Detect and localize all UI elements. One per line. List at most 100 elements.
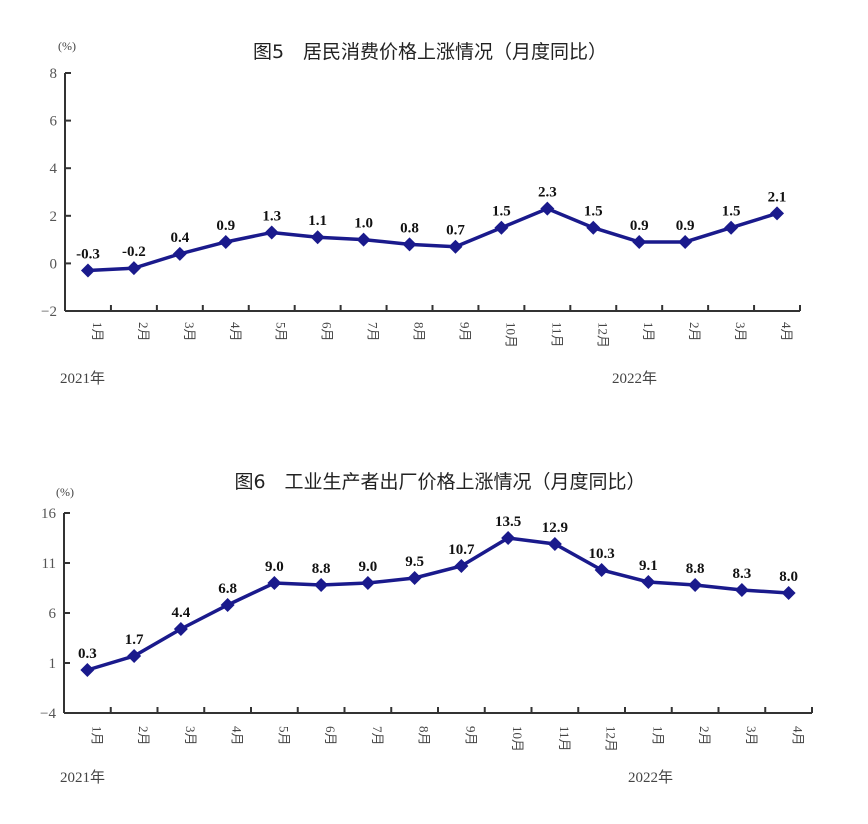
data-label: 0.9 [676,218,695,234]
data-label: 1.0 [354,216,373,232]
data-point-marker [172,246,187,261]
data-label: 0.3 [78,646,97,662]
y-tick-label: 0 [50,256,58,272]
data-point-marker [770,206,785,221]
data-point-marker [310,230,325,245]
data-point-marker [80,663,95,677]
data-point-marker [632,234,647,249]
data-label: 4.4 [172,605,191,621]
y-tick-label: 11 [42,556,56,572]
data-label: 8.8 [312,561,331,577]
data-label: 2.1 [768,189,787,205]
data-label: 9.1 [639,558,658,574]
data-point-marker [641,575,656,589]
data-label: 8.0 [779,569,798,585]
data-label: 2.3 [538,185,557,201]
y-tick-label: −4 [40,706,56,722]
x-category-label: 2月 [687,322,702,342]
y-tick-label: −2 [41,304,57,320]
data-label: 8.3 [733,566,752,582]
data-label: 12.9 [542,520,568,536]
x-category-label: 10月 [510,726,525,752]
x-category-label: 6月 [320,322,335,342]
year-label-2022: 2022年 [612,370,657,387]
data-label: -0.3 [76,247,100,263]
data-point-marker [314,578,329,592]
data-label: 0.7 [446,223,465,239]
data-label: 1.5 [722,204,741,220]
y-unit-label: (%) [58,39,76,53]
x-category-label: 5月 [276,726,291,746]
x-category-label: 11月 [557,726,572,752]
data-label: 10.7 [448,542,475,558]
data-point-marker [173,622,188,636]
x-category-label: 3月 [733,322,748,342]
data-label: 1.5 [492,204,511,220]
data-point-marker [734,583,749,597]
data-label: 0.9 [216,218,235,234]
x-category-label: 7月 [370,726,385,746]
data-point-marker [407,571,422,585]
x-category-label: 6月 [323,726,338,746]
x-category-label: 9月 [457,322,472,342]
data-point-marker [360,576,375,590]
data-point-marker [448,239,463,254]
data-label: 9.0 [359,559,378,575]
year-label-2021: 2021年 [60,370,105,387]
x-category-label: 2月 [136,322,151,342]
data-label: 0.9 [630,218,649,234]
y-tick-label: 8 [50,66,58,82]
data-point-marker [267,576,282,590]
data-label: 1.7 [125,632,144,648]
data-point-marker [781,586,796,600]
data-point-marker [494,220,509,235]
data-label: 1.1 [308,213,327,229]
y-tick-label: 4 [50,161,58,177]
x-category-label: 8月 [412,322,427,342]
x-category-label: 4月 [779,322,794,342]
x-category-label: 11月 [549,322,564,348]
data-point-marker [220,598,235,612]
x-category-label: 9月 [463,726,478,746]
y-tick-label: 16 [41,506,57,522]
x-category-label: 1月 [90,322,105,342]
data-label: 0.8 [400,220,419,236]
x-category-label: 2月 [697,726,712,746]
data-point-marker [454,559,469,573]
x-category-label: 1月 [641,322,656,342]
x-category-label: 8月 [417,726,432,746]
data-point-marker [586,220,601,235]
data-point-marker [724,220,739,235]
data-label: -0.2 [122,244,146,260]
x-category-label: 5月 [274,322,289,342]
x-category-label: 4月 [228,322,243,342]
y-tick-label: 6 [49,606,57,622]
y-tick-label: 6 [50,114,58,130]
x-category-label: 4月 [791,726,806,746]
x-category-label: 1月 [89,726,104,746]
data-point-marker [594,563,609,577]
data-label: 9.0 [265,559,284,575]
data-point-marker [218,234,233,249]
data-label: 1.5 [584,204,603,220]
data-label: 9.5 [405,554,424,570]
data-point-marker [678,234,693,249]
series-line [86,536,789,672]
data-label: 1.3 [262,208,281,224]
year-label-2022: 2022年 [628,769,673,786]
series-line [87,206,778,273]
data-point-marker [356,232,371,247]
data-label: 13.5 [495,514,521,530]
x-category-label: 3月 [182,322,197,342]
data-point-marker [264,225,279,240]
data-label: 8.8 [686,561,705,577]
data-point-marker [80,263,95,278]
data-point-marker [127,649,142,663]
x-category-label: 7月 [366,322,381,342]
data-point-marker [688,578,703,592]
x-category-label: 12月 [595,322,610,348]
x-category-label: 3月 [744,726,759,746]
data-point-marker [126,261,141,276]
